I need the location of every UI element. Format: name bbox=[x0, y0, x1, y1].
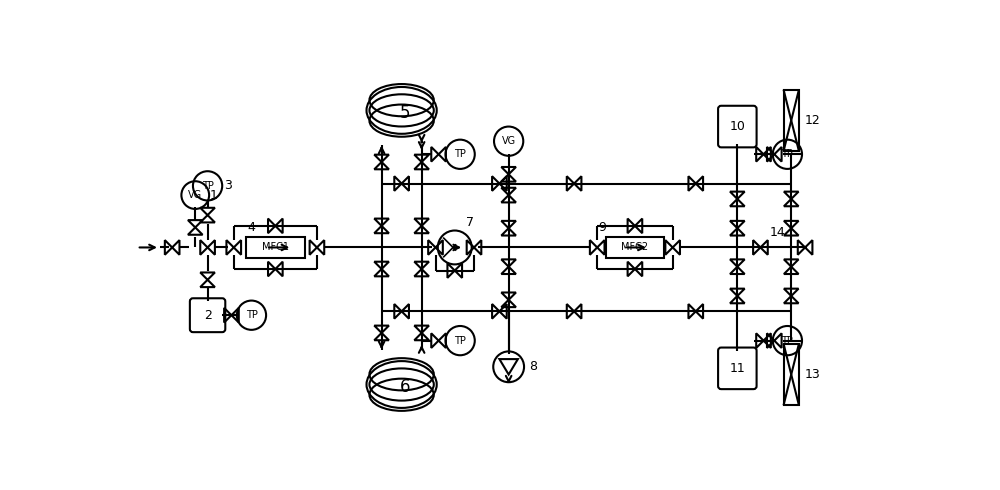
Text: TP: TP bbox=[781, 336, 793, 345]
Text: 10: 10 bbox=[729, 120, 745, 133]
Text: 13: 13 bbox=[805, 368, 821, 381]
Bar bbox=[784, 90, 799, 151]
Text: MFC2: MFC2 bbox=[621, 243, 648, 252]
Text: 5: 5 bbox=[400, 104, 411, 122]
Text: 7: 7 bbox=[466, 216, 474, 229]
Bar bbox=[606, 237, 664, 258]
Text: 8: 8 bbox=[529, 360, 537, 373]
Bar bbox=[784, 343, 799, 405]
Text: VG: VG bbox=[188, 190, 202, 200]
Text: TP: TP bbox=[454, 149, 466, 159]
Text: 1: 1 bbox=[210, 189, 218, 201]
Text: TP: TP bbox=[246, 310, 257, 320]
Text: VG: VG bbox=[502, 136, 516, 146]
Text: MFC1: MFC1 bbox=[262, 243, 289, 252]
Text: 6: 6 bbox=[400, 378, 411, 396]
Text: TP: TP bbox=[781, 149, 793, 159]
Bar bbox=[246, 237, 305, 258]
Text: 4: 4 bbox=[248, 220, 255, 234]
Text: TP: TP bbox=[202, 181, 214, 191]
Text: 2: 2 bbox=[204, 309, 212, 322]
Text: 3: 3 bbox=[224, 179, 232, 193]
Text: 14: 14 bbox=[770, 226, 785, 239]
Text: 12: 12 bbox=[805, 114, 821, 127]
Text: TP: TP bbox=[454, 336, 466, 345]
Text: 9: 9 bbox=[599, 220, 607, 234]
Text: 11: 11 bbox=[729, 362, 745, 375]
